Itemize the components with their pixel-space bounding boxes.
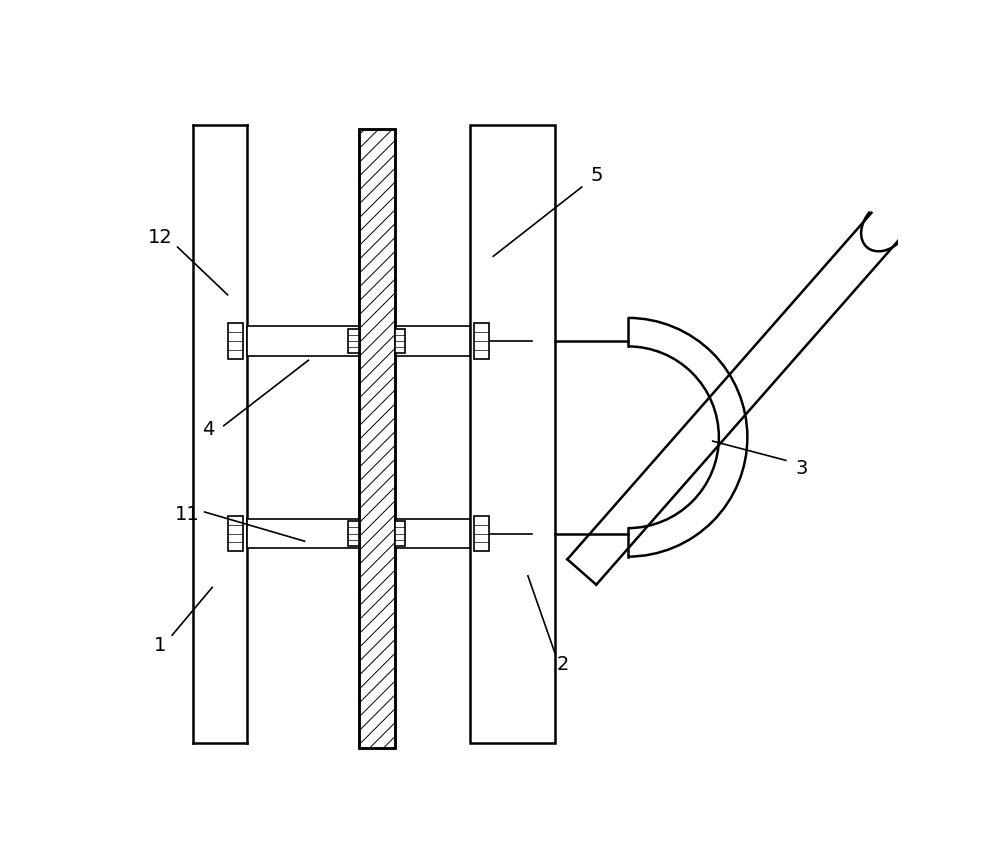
Text: 12: 12 <box>147 228 172 247</box>
Bar <box>474 323 489 359</box>
Bar <box>247 326 358 356</box>
Bar <box>395 519 470 548</box>
Bar <box>358 129 395 747</box>
Bar <box>348 521 358 545</box>
Bar <box>470 125 555 743</box>
Bar <box>395 329 405 353</box>
Text: 1: 1 <box>154 636 166 655</box>
Bar <box>348 329 358 353</box>
Bar <box>395 521 405 545</box>
Bar <box>247 519 358 548</box>
Text: 11: 11 <box>175 505 200 524</box>
Text: 4: 4 <box>202 420 215 439</box>
Text: 2: 2 <box>556 655 569 674</box>
Bar <box>358 129 395 747</box>
Bar <box>395 326 470 356</box>
Bar <box>228 323 243 359</box>
Bar <box>474 515 489 551</box>
Text: 3: 3 <box>795 459 807 478</box>
Bar <box>228 515 243 551</box>
Text: 5: 5 <box>591 166 603 185</box>
